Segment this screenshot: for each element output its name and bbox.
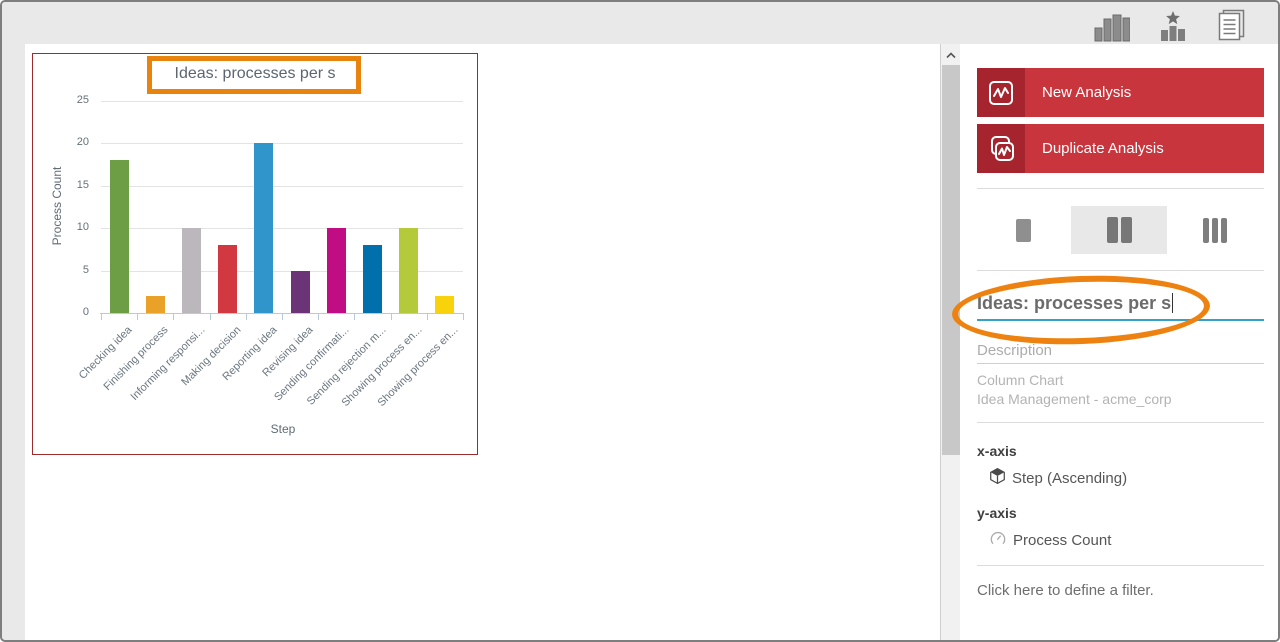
bar [363,245,382,313]
chart-widget[interactable]: Ideas: processes per s Process Count Ste… [32,53,478,455]
analysis-canvas: Ideas: processes per s Process Count Ste… [25,44,940,640]
x-axis-tick [137,314,138,320]
y-axis-value: Process Count [1013,531,1112,549]
analysis-title-value: Ideas: processes per s [977,293,1172,313]
y-axis-value-row[interactable]: Process Count [990,531,1111,549]
duplicate-analysis-icon [977,124,1025,173]
gridline [101,185,463,187]
x-axis-tick [354,314,355,320]
scrollbar-thumb[interactable] [942,65,960,455]
gridline [101,270,463,272]
x-axis-value: Step (Ascending) [1012,469,1128,487]
bar [254,143,273,313]
x-axis-tick [210,314,211,320]
layout-toggle-one-column[interactable] [975,206,1071,254]
x-axis-tick [391,314,392,320]
x-axis-tick [282,314,283,320]
x-axis-line [100,313,464,314]
x-axis-tick [463,314,464,320]
duplicate-analysis-label: Duplicate Analysis [1042,140,1164,157]
one-column-layout-icon [1015,218,1031,242]
bar [399,228,418,313]
properties-sidebar: New Analysis Duplicate Analysis [960,44,1278,640]
scroll-up-icon[interactable] [941,48,960,62]
chart-type-text: Column Chart [977,372,1064,388]
bar [291,271,310,313]
bar [146,296,165,313]
dataset-text: Idea Management - acme_corp [977,391,1172,407]
chart-xlabel: Step [270,422,296,436]
x-axis-tick [318,314,319,320]
analysis-title-input[interactable]: Ideas: processes per s [977,293,1264,321]
gridline [101,143,463,145]
x-axis-tick [101,314,102,320]
three-column-layout-icon [1203,217,1209,243]
description-input[interactable]: Description [977,342,1264,364]
dimension-cube-icon [990,467,1005,488]
gridline [101,101,463,102]
duplicate-analysis-button[interactable]: Duplicate Analysis [977,124,1264,173]
toolbar-icon-group [1092,8,1246,42]
text-cursor-caret [1172,293,1174,313]
divider [977,270,1264,271]
measure-gauge-icon [990,531,1006,549]
x-axis-value-row[interactable]: Step (Ascending) [990,467,1128,488]
bar [218,245,237,313]
y-tick-label: 20 [76,136,89,149]
y-tick-label: 0 [82,306,89,318]
y-tick-label: 10 [76,221,89,234]
x-axis-tick [246,314,247,320]
gridline [101,228,463,230]
two-column-layout-icon [1106,217,1118,243]
y-tick-label: 25 [76,94,89,106]
chart-title: Ideas: processes per s [174,65,336,82]
report-icon[interactable] [1216,9,1246,42]
description-placeholder: Description [977,342,1053,359]
new-analysis-button[interactable]: New Analysis [977,68,1264,117]
ranking-chart-icon[interactable] [1156,10,1190,42]
x-axis-tick [173,314,174,320]
bar [110,160,129,313]
new-analysis-icon [977,68,1025,117]
vertical-scrollbar[interactable] [940,44,960,640]
bar [182,228,201,313]
column-chart-icon[interactable] [1092,12,1130,42]
title-highlight-box [147,56,361,94]
divider [977,565,1264,566]
y-axis-heading: y-axis [977,505,1017,521]
new-analysis-label: New Analysis [1042,84,1132,101]
x-axis-tick [427,314,428,320]
bar [435,296,454,313]
y-tick-label: 5 [82,263,89,276]
chart-plot: 0 5 10 15 20 25 Checking idea Finishing process… [33,54,477,454]
x-axis-heading: x-axis [977,443,1017,459]
divider [977,422,1264,423]
bar [327,228,346,313]
y-tick-label: 15 [76,178,89,191]
layout-toggle-three-column[interactable] [1167,206,1263,254]
top-toolbar [2,2,1278,44]
divider [977,188,1264,189]
x-category-label: Finishing process [101,324,171,394]
layout-toggle-two-column[interactable] [1071,206,1167,254]
define-filter-link[interactable]: Click here to define a filter. [977,582,1154,599]
